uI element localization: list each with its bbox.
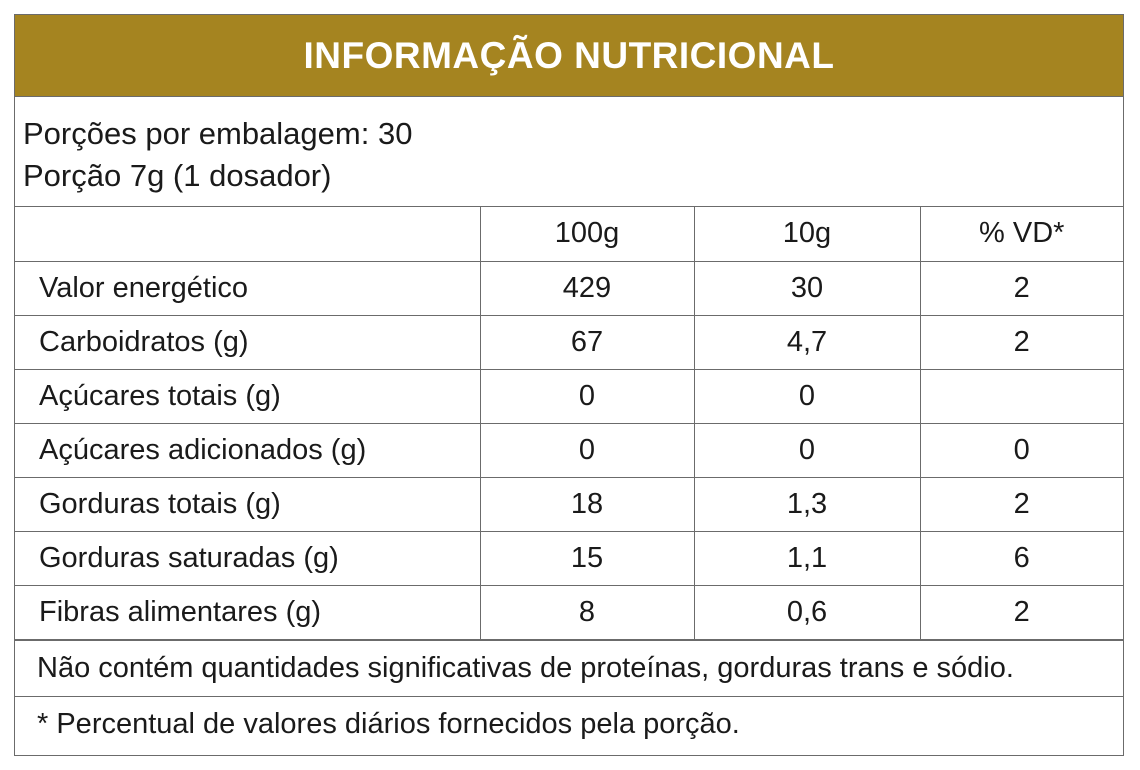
nutrient-label: Valor energético [15, 260, 481, 316]
nutrition-title: INFORMAÇÃO NUTRICIONAL [15, 15, 1123, 97]
value-100g: 0 [479, 422, 695, 478]
value-10g: 0 [693, 368, 921, 424]
table-row: Gorduras totais (g) 18 1,3 2 [15, 476, 1123, 532]
value-10g: 1,1 [693, 530, 921, 586]
column-header-10g: 10g [693, 207, 921, 262]
column-header-100g: 100g [479, 207, 695, 262]
nutrition-facts-panel: INFORMAÇÃO NUTRICIONAL Porções por embal… [14, 14, 1124, 756]
column-header-vd: % VD* [919, 207, 1123, 262]
table-header-row: 100g 10g % VD* [15, 207, 1123, 262]
table-row: Açúcares adicionados (g) 0 0 0 [15, 422, 1123, 478]
value-vd: 6 [919, 530, 1123, 586]
value-100g: 429 [479, 260, 695, 316]
portions-block: Porções por embalagem: 30 Porção 7g (1 d… [15, 97, 1123, 207]
nutrient-label: Açúcares adicionados (g) [15, 422, 481, 478]
value-100g: 15 [479, 530, 695, 586]
value-100g: 8 [479, 584, 695, 640]
nutrition-table: 100g 10g % VD* Valor energético 429 30 2… [15, 207, 1123, 640]
nutrient-label: Fibras alimentares (g) [15, 584, 481, 640]
table-row: Carboidratos (g) 67 4,7 2 [15, 314, 1123, 370]
value-10g: 30 [693, 260, 921, 316]
value-vd: 2 [919, 476, 1123, 532]
value-10g: 1,3 [693, 476, 921, 532]
nutrient-label: Gorduras saturadas (g) [15, 530, 481, 586]
footnote-vd: * Percentual de valores diários fornecid… [15, 695, 1123, 752]
nutrient-label: Açúcares totais (g) [15, 368, 481, 424]
value-100g: 67 [479, 314, 695, 370]
footnote-no-significant: Não contém quantidades significativas de… [15, 639, 1123, 696]
value-10g: 0,6 [693, 584, 921, 640]
portion-size: Porção 7g (1 dosador) [23, 158, 332, 193]
value-100g: 0 [479, 368, 695, 424]
table-row: Valor energético 429 30 2 [15, 260, 1123, 316]
value-vd: 2 [919, 260, 1123, 316]
nutrient-label: Gorduras totais (g) [15, 476, 481, 532]
value-10g: 4,7 [693, 314, 921, 370]
value-vd [919, 368, 1123, 424]
table-row: Fibras alimentares (g) 8 0,6 2 [15, 584, 1123, 640]
column-header-nutrient [15, 207, 481, 262]
value-vd: 0 [919, 422, 1123, 478]
nutrient-label: Carboidratos (g) [15, 314, 481, 370]
portions-per-package: Porções por embalagem: 30 [23, 116, 413, 151]
value-10g: 0 [693, 422, 921, 478]
value-100g: 18 [479, 476, 695, 532]
table-row: Gorduras saturadas (g) 15 1,1 6 [15, 530, 1123, 586]
value-vd: 2 [919, 314, 1123, 370]
table-row: Açúcares totais (g) 0 0 [15, 368, 1123, 424]
value-vd: 2 [919, 584, 1123, 640]
